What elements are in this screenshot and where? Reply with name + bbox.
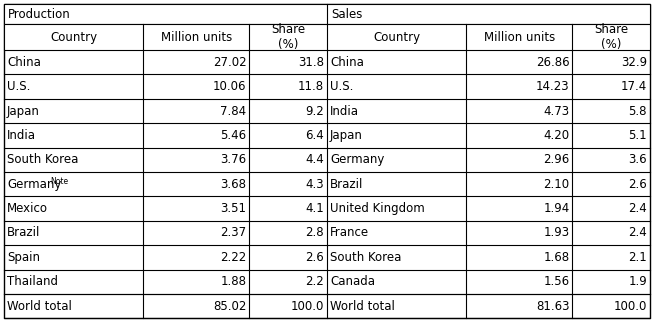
Text: 100.0: 100.0 <box>613 299 647 312</box>
Text: 4.3: 4.3 <box>305 178 324 191</box>
Text: Country: Country <box>50 31 97 43</box>
Text: 3.51: 3.51 <box>220 202 247 215</box>
Text: 4.1: 4.1 <box>305 202 324 215</box>
Text: 2.8: 2.8 <box>305 226 324 240</box>
Text: 14.23: 14.23 <box>536 80 570 93</box>
Text: 11.8: 11.8 <box>298 80 324 93</box>
Text: 2.2: 2.2 <box>305 275 324 288</box>
Text: 85.02: 85.02 <box>213 299 247 312</box>
Text: Million units: Million units <box>161 31 232 43</box>
Text: 10.06: 10.06 <box>213 80 247 93</box>
Text: Country: Country <box>373 31 420 43</box>
Text: Share
(%): Share (%) <box>271 23 305 51</box>
Text: 5.46: 5.46 <box>220 129 247 142</box>
Text: 4.20: 4.20 <box>543 129 570 142</box>
Text: 1.93: 1.93 <box>543 226 570 240</box>
Text: 6.4: 6.4 <box>305 129 324 142</box>
Text: 4.4: 4.4 <box>305 153 324 166</box>
Text: 100.0: 100.0 <box>290 299 324 312</box>
Text: Thailand: Thailand <box>7 275 58 288</box>
Text: United Kingdom: United Kingdom <box>330 202 424 215</box>
Bar <box>4 4 650 24</box>
Text: 2.96: 2.96 <box>543 153 570 166</box>
Text: Japan: Japan <box>7 105 40 118</box>
Text: Spain: Spain <box>7 251 40 264</box>
Text: Note: Note <box>50 177 68 186</box>
Text: 26.86: 26.86 <box>536 56 570 69</box>
Text: World total: World total <box>330 299 395 312</box>
Text: 3.76: 3.76 <box>220 153 247 166</box>
Text: 3.6: 3.6 <box>628 153 647 166</box>
Text: Germany: Germany <box>330 153 385 166</box>
Text: 17.4: 17.4 <box>621 80 647 93</box>
Text: 2.4: 2.4 <box>628 226 647 240</box>
Text: 9.2: 9.2 <box>305 105 324 118</box>
Text: Germany: Germany <box>7 178 61 191</box>
Text: 1.9: 1.9 <box>628 275 647 288</box>
Text: France: France <box>330 226 369 240</box>
Text: China: China <box>330 56 364 69</box>
Text: 3.68: 3.68 <box>220 178 247 191</box>
Text: 1.56: 1.56 <box>543 275 570 288</box>
Text: Brazil: Brazil <box>330 178 364 191</box>
Text: U.S.: U.S. <box>7 80 30 93</box>
Text: Million units: Million units <box>483 31 555 43</box>
Text: Brazil: Brazil <box>7 226 41 240</box>
Text: Sales: Sales <box>331 7 362 21</box>
Text: 7.84: 7.84 <box>220 105 247 118</box>
Text: World total: World total <box>7 299 72 312</box>
Text: Production: Production <box>8 7 71 21</box>
Text: 1.88: 1.88 <box>220 275 247 288</box>
Text: China: China <box>7 56 41 69</box>
Text: 2.6: 2.6 <box>305 251 324 264</box>
Text: 2.4: 2.4 <box>628 202 647 215</box>
Bar <box>4 24 650 50</box>
Text: 5.1: 5.1 <box>628 129 647 142</box>
Text: 1.94: 1.94 <box>543 202 570 215</box>
Text: 2.1: 2.1 <box>628 251 647 264</box>
Text: 2.37: 2.37 <box>220 226 247 240</box>
Text: 27.02: 27.02 <box>213 56 247 69</box>
Text: Mexico: Mexico <box>7 202 48 215</box>
Text: Japan: Japan <box>330 129 363 142</box>
Text: 81.63: 81.63 <box>536 299 570 312</box>
Text: 2.22: 2.22 <box>220 251 247 264</box>
Text: 2.6: 2.6 <box>628 178 647 191</box>
Text: South Korea: South Korea <box>330 251 402 264</box>
Text: Canada: Canada <box>330 275 375 288</box>
Text: 32.9: 32.9 <box>621 56 647 69</box>
Text: 1.68: 1.68 <box>543 251 570 264</box>
Text: U.S.: U.S. <box>330 80 353 93</box>
Text: India: India <box>330 105 359 118</box>
Text: 4.73: 4.73 <box>543 105 570 118</box>
Text: 5.8: 5.8 <box>628 105 647 118</box>
Text: 2.10: 2.10 <box>543 178 570 191</box>
Text: India: India <box>7 129 36 142</box>
Text: 31.8: 31.8 <box>298 56 324 69</box>
Text: South Korea: South Korea <box>7 153 78 166</box>
Text: Share
(%): Share (%) <box>594 23 628 51</box>
